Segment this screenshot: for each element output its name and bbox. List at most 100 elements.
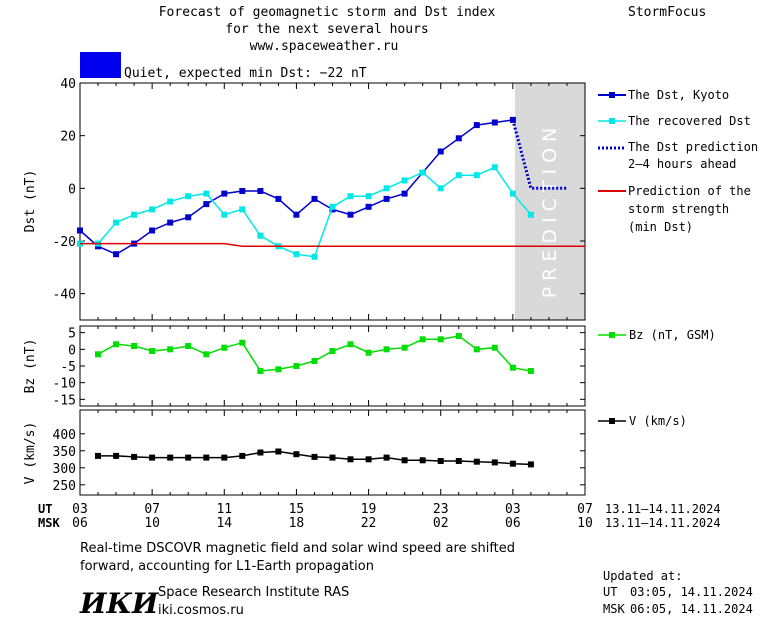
data-point: [473, 346, 480, 353]
data-point: [347, 211, 354, 218]
y-tick-label: 300: [53, 462, 76, 477]
y-tick-label: 20: [60, 130, 76, 145]
status-color-swatch: [80, 52, 121, 78]
data-point: [221, 190, 228, 197]
data-point: [527, 461, 534, 468]
updated-msk-value: 06:05, 14.11.2024: [630, 602, 753, 616]
x-tick-label-ut: 15: [289, 502, 305, 517]
data-point: [293, 451, 300, 458]
legend-v-marker: [609, 418, 615, 424]
data-point: [491, 344, 498, 351]
dst-legend: The Dst, Kyoto The recovered Dst The Dst…: [598, 88, 758, 234]
iki-logo: ИКИ: [79, 587, 160, 620]
brand-name: StormFocus: [628, 5, 706, 20]
y-tick-label: -15: [53, 393, 76, 408]
data-point: [419, 457, 426, 464]
updated-ut-label: UT: [603, 585, 617, 599]
data-point: [257, 188, 264, 194]
data-point: [311, 358, 318, 364]
x-tick-label-ut: 07: [577, 502, 593, 517]
data-point: [509, 460, 516, 467]
x-tick-label-msk: 02: [433, 516, 449, 531]
data-point: [437, 148, 444, 155]
data-point: [77, 227, 83, 234]
data-point: [239, 188, 246, 194]
data-point: [221, 454, 228, 461]
legend-storm-label-1: Prediction of the: [628, 184, 751, 198]
updated-label: Updated at:: [603, 569, 682, 583]
y-tick-label: -5: [60, 360, 76, 375]
data-point: [365, 203, 372, 210]
data-point: [473, 458, 480, 465]
x-tick-label-ut: 11: [216, 502, 232, 517]
legend-prediction-label-1: The Dst prediction: [628, 140, 758, 154]
updated-msk-label: MSK: [603, 602, 625, 616]
legend-bz-marker: [609, 332, 615, 338]
bz-legend: Bz (nT, GSM): [598, 328, 716, 342]
y-tick-label: 0: [68, 182, 76, 197]
data-point: [293, 211, 300, 218]
data-point: [239, 339, 246, 346]
data-point: [455, 333, 462, 339]
msk-date-range: 13.11–14.11.2024: [605, 516, 721, 530]
data-point: [185, 343, 192, 349]
data-point: [311, 195, 318, 202]
data-point: [437, 185, 444, 192]
legend-kyoto-label: The Dst, Kyoto: [628, 88, 729, 102]
prediction-band-label: PREDICTION: [539, 122, 561, 299]
institute-site: iki.cosmos.ru: [158, 603, 244, 618]
x-tick-label-ut: 23: [433, 502, 449, 517]
data-point: [185, 193, 192, 200]
data-point: [401, 190, 408, 197]
data-point: [311, 253, 318, 260]
footer-note-line2: forward, accounting for L1-Earth propaga…: [80, 559, 374, 574]
data-point: [185, 214, 192, 221]
data-point: [221, 344, 228, 351]
data-point: [455, 458, 462, 464]
data-point: [491, 459, 498, 466]
status-text: Quiet, expected min Dst: −22 nT: [124, 66, 367, 81]
data-point: [383, 346, 390, 353]
data-point: [473, 122, 480, 129]
legend-recovered-label: The recovered Dst: [628, 114, 751, 128]
data-point: [329, 454, 336, 461]
data-point: [293, 251, 300, 258]
data-point: [329, 348, 336, 354]
x-tick-label-msk: 18: [289, 516, 305, 531]
data-point: [95, 351, 101, 358]
y-tick-label: -20: [53, 235, 76, 250]
data-point: [383, 195, 390, 202]
x-tick-label-msk: 06: [505, 516, 521, 531]
data-point: [167, 219, 174, 226]
data-point: [383, 454, 390, 461]
data-point: [149, 454, 156, 461]
data-point: [275, 195, 282, 202]
data-point: [437, 336, 444, 343]
data-point: [365, 193, 372, 200]
data-point: [131, 211, 138, 218]
ut-date-range: 13.11–14.11.2024: [605, 502, 721, 516]
y-tick-label: 40: [60, 77, 76, 92]
data-point: [419, 169, 426, 176]
ut-row-label: UT: [38, 502, 52, 516]
data-point: [491, 164, 498, 171]
data-point: [365, 456, 372, 463]
x-tick-label-ut: 19: [361, 502, 377, 517]
data-point: [167, 198, 174, 205]
legend-recovered-marker: [609, 118, 615, 124]
data-point: [131, 343, 138, 349]
updated-ut-value: 03:05, 14.11.2024: [630, 585, 753, 599]
data-point: [149, 206, 156, 213]
data-point: [95, 452, 101, 459]
x-tick-label-msk: 10: [144, 516, 160, 531]
data-point: [455, 172, 462, 179]
data-point: [473, 172, 480, 179]
v-axis-title: V (km/s): [23, 422, 38, 485]
v-legend: V (km/s): [598, 414, 687, 428]
legend-prediction-label-2: 2–4 hours ahead: [628, 157, 736, 171]
data-point: [239, 452, 246, 459]
y-tick-label: 5: [68, 327, 76, 342]
data-point: [203, 190, 210, 197]
